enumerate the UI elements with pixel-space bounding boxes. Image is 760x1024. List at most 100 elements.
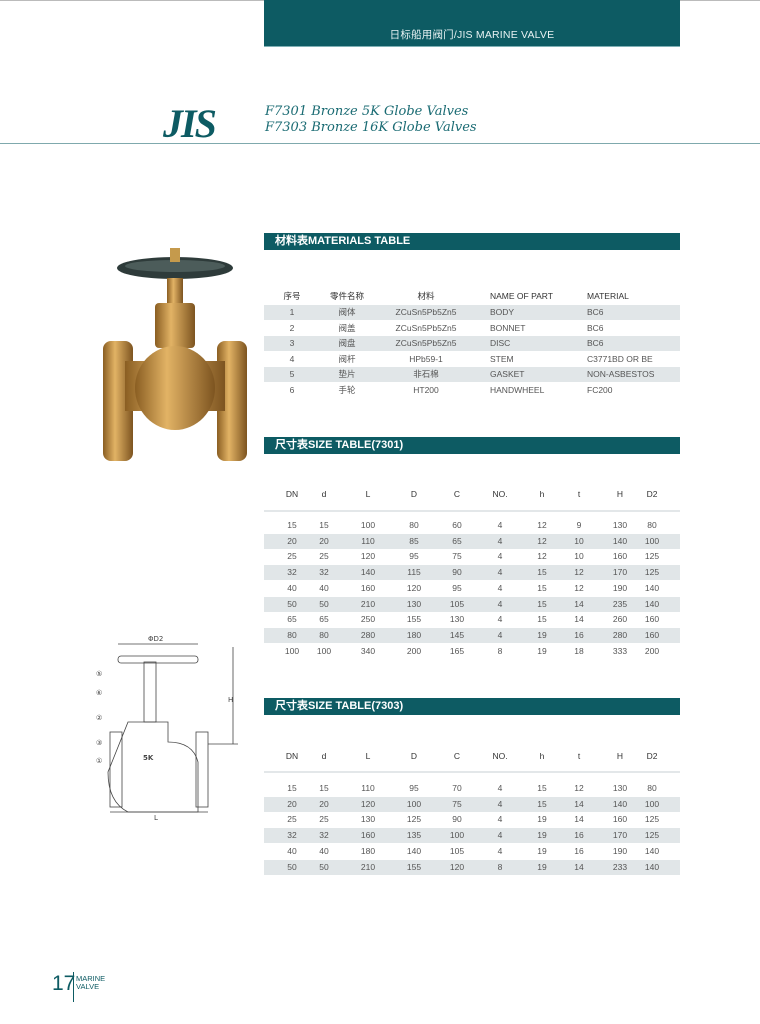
header-divider: [264, 510, 680, 512]
header-band: 日标船用阀门/JIS MARINE VALVE: [264, 0, 680, 47]
table-row: 4 阀杆 HPb59-1 STEM C3771BD OR BE: [264, 352, 680, 367]
table-cell: 120: [406, 582, 422, 593]
table-cell: 19: [537, 629, 547, 640]
table-cell: 130: [612, 783, 628, 793]
valve-photo: [103, 248, 247, 461]
table-cell: 100: [360, 520, 376, 530]
table-cell: C: [453, 751, 461, 761]
table-cell: 125: [644, 551, 660, 562]
size-table-7303-title: 尺寸表SIZE TABLE(7303): [264, 698, 680, 715]
table-cell: ZCuSn5Pb5Zn5: [395, 338, 457, 349]
table-cell: 10: [574, 551, 584, 562]
table-cell: 110: [361, 783, 375, 793]
table-cell: 4: [497, 814, 503, 825]
table-cell: 190: [612, 582, 628, 593]
table-cell: 15: [287, 783, 297, 793]
table-cell: 155: [406, 861, 422, 872]
page-number: 17: [52, 972, 76, 995]
materials-table-title: 材料表MATERIALS TABLE: [264, 233, 680, 250]
table-cell: d: [321, 751, 327, 761]
table-cell: 70: [452, 783, 462, 793]
table-cell: NON-ASBESTOS: [587, 369, 655, 380]
table-cell: NO.: [492, 751, 508, 761]
table-cell: 32: [287, 830, 297, 841]
table-cell: 16: [574, 830, 584, 841]
table-cell: 25: [287, 814, 297, 825]
table-cell: H: [616, 489, 624, 499]
table-cell: 140: [644, 582, 660, 593]
table-cell: 50: [319, 861, 329, 872]
table-cell: HANDWHEEL: [490, 385, 545, 395]
table-cell: d: [321, 489, 327, 499]
table-cell: 160: [644, 629, 660, 640]
table-cell: 130: [406, 598, 422, 609]
table-cell: 19: [537, 645, 547, 656]
table-cell: 25: [319, 551, 329, 562]
table-cell: 序号: [283, 291, 301, 301]
footer-label-line1: MARINE: [76, 974, 106, 983]
table-cell: 14: [574, 814, 584, 825]
table-row: 20 20 110 85 65 4 12 10 140 100: [264, 533, 680, 549]
table-cell: 20: [319, 535, 329, 546]
table-cell: 40: [319, 582, 329, 593]
table-cell: 4: [497, 520, 503, 530]
table-cell: 19: [537, 814, 547, 825]
table-cell: 130: [612, 520, 628, 530]
table-cell: 12: [537, 520, 547, 530]
table-cell: 80: [319, 629, 329, 640]
size-table-7301-title: 尺寸表SIZE TABLE(7301): [264, 437, 680, 454]
table-row: 65 65 250 155 130 4 15 14 260 160: [264, 612, 680, 627]
table-cell: 140: [360, 567, 376, 578]
table-cell: 15: [537, 798, 547, 809]
table-cell: 垫片: [338, 369, 356, 380]
table-cell: 4: [497, 598, 503, 609]
table-cell: 8: [497, 645, 503, 656]
table-cell: 零件名称: [329, 291, 365, 301]
table-cell: 80: [647, 783, 657, 793]
table-cell: 170: [612, 567, 628, 578]
table-cell: 32: [319, 567, 329, 578]
table-cell: 100: [284, 645, 300, 656]
table-cell: ZCuSn5Pb5Zn5: [395, 307, 457, 317]
table-cell: 145: [449, 629, 465, 640]
table-cell: 180: [406, 629, 422, 640]
table-cell: 32: [319, 830, 329, 841]
table-cell: 4: [497, 535, 503, 546]
table-cell: h: [539, 751, 545, 761]
table-cell: 19: [537, 830, 547, 841]
table-cell: L: [365, 751, 371, 761]
table-cell: 15: [287, 520, 297, 530]
table-cell: D: [410, 751, 418, 761]
table-cell: DN: [285, 751, 299, 761]
table-cell: 50: [319, 598, 329, 609]
table-cell: 4: [497, 798, 503, 809]
table-row: 80 80 280 180 145 4 19 16 280 160: [264, 627, 680, 643]
table-cell: 100: [316, 645, 332, 656]
table-cell: t: [577, 751, 581, 761]
table-cell: 4: [497, 582, 503, 593]
table-row: 3 阀盘 ZCuSn5Pb5Zn5 DISC BC6: [264, 336, 680, 352]
table-cell: STEM: [490, 353, 514, 364]
table-cell: 手轮: [338, 385, 356, 395]
svg-text:①: ①: [96, 757, 102, 765]
table-cell: GASKET: [490, 369, 525, 380]
svg-text:H: H: [228, 696, 233, 704]
table-cell: 15: [537, 614, 547, 625]
table-cell: 12: [537, 535, 547, 546]
table-row: 50 50 210 130 105 4 15 14 235 140: [264, 596, 680, 612]
table-cell: 200: [406, 645, 422, 656]
table-header: DN d L D C NO. h t H D2: [264, 749, 680, 764]
table-cell: C3771BD OR BE: [587, 353, 653, 364]
table-cell: 12: [574, 567, 584, 578]
table-cell: 95: [409, 551, 419, 562]
table-cell: 65: [319, 614, 329, 625]
table-cell: L: [365, 489, 371, 499]
table-cell: 1: [289, 307, 295, 317]
table-cell: 135: [406, 830, 422, 841]
table-cell: 140: [644, 845, 660, 856]
table-row: 100 100 340 200 165 8 19 18 333 200: [264, 644, 680, 659]
table-cell: 340: [360, 645, 376, 656]
table-cell: 60: [452, 520, 462, 530]
product-title-f7303: F7303 Bronze 16K Globe Valves: [265, 120, 477, 135]
